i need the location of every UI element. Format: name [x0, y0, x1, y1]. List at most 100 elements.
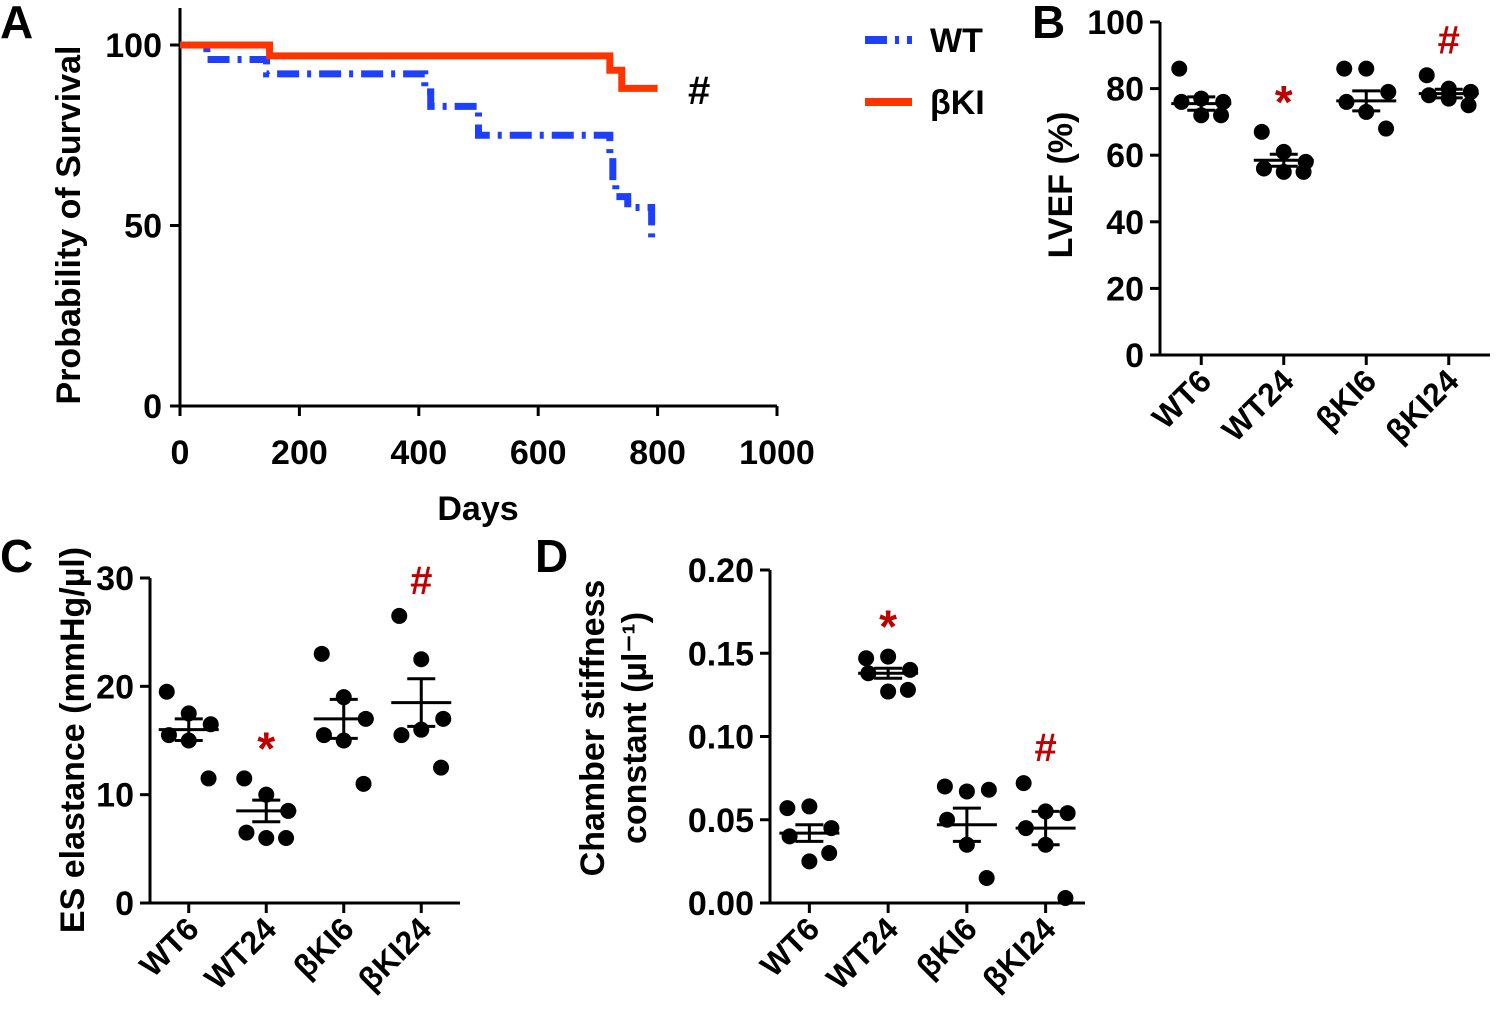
panel-c-significance: *: [257, 722, 275, 774]
panel-c-data-point: [433, 759, 450, 776]
panel-c-data-point: [335, 732, 352, 749]
panel-a-x-tick-label: 200: [271, 434, 328, 472]
panel-c-data-point: [355, 775, 372, 792]
panel-c-category-label: βKI24: [351, 910, 438, 997]
legend-label-WT: WT: [930, 22, 983, 60]
panel-c-data-point: [258, 830, 275, 846]
panel-d-y-tick-label: 0.15: [688, 635, 754, 673]
panel-b-data-point: [1275, 143, 1292, 160]
panel-b-data-point: [1378, 120, 1395, 137]
panel-b-significance: #: [1438, 18, 1460, 62]
panel-b-data-point: [1462, 83, 1479, 100]
panel-b-significance: *: [1275, 76, 1293, 128]
panel-c-y-tick-label: 30: [96, 560, 134, 598]
panel-b-data-point: [1420, 87, 1437, 104]
panel-c-data-point: [315, 727, 332, 744]
panel-d-data-point: [899, 681, 916, 698]
panel-d-data-point: [779, 800, 796, 817]
panel-d-category-label: WT24: [819, 910, 905, 996]
panel-b-y-tick-label: 20: [1106, 270, 1144, 308]
panel-c-data-point: [200, 770, 217, 787]
panel-b-data-point: [1380, 83, 1397, 100]
panel-a-x-tick-label: 600: [510, 434, 567, 472]
panel-c-y-tick-label: 0: [115, 885, 134, 923]
panel-b-y-tick-label: 80: [1106, 71, 1144, 109]
panel-a-x-tick-label: 400: [390, 434, 447, 472]
panel-b-data-point: [1255, 160, 1272, 177]
panel-c-data-point: [435, 710, 452, 727]
panel-d-data-point: [801, 798, 818, 815]
panel-d-significance: *: [879, 601, 897, 653]
panel-b-data-point: [1253, 123, 1270, 140]
panel-d-data-point: [980, 781, 997, 798]
panel-a-x-tick-label: 800: [629, 434, 686, 472]
panel-label-b: B: [1032, 0, 1065, 48]
panel-c-data-point: [158, 683, 175, 700]
panel-b-y-tick-label: 0: [1125, 337, 1144, 375]
panel-d-data-point: [1057, 890, 1074, 907]
panel-c-y-axis-label: ES elastance (mmHg/µl): [54, 547, 92, 933]
panel-b-data-point: [1336, 60, 1353, 77]
panel-d-data-point: [781, 828, 798, 845]
panel-b-category-label: βKI24: [1379, 362, 1466, 449]
panel-label-d: D: [535, 530, 568, 582]
panel-c-data-point: [413, 651, 430, 668]
panel-b-data-point: [1418, 67, 1435, 84]
panel-label-a: A: [0, 0, 33, 48]
panel-c-data-point: [335, 689, 352, 706]
panel-c-category-label: WT6: [132, 910, 205, 983]
panel-b-data-point: [1215, 93, 1232, 110]
panel-b-y-tick-label: 40: [1106, 204, 1144, 242]
panel-b-category-label: βKI6: [1309, 362, 1383, 436]
panel-d-data-point: [880, 648, 897, 665]
panel-d-y-axis-label: constant (µl⁻¹): [616, 612, 654, 844]
panel-d-significance: #: [1035, 726, 1057, 770]
panel-b-y-tick-label: 100: [1087, 4, 1144, 42]
panel-d-data-point: [958, 783, 975, 800]
legend-label-βKI: βKI: [930, 84, 985, 122]
panel-a-y-axis-label: Probability of Survival: [50, 46, 88, 405]
panel-d-y-tick-label: 0.10: [688, 719, 754, 757]
panel-b-data-point: [1295, 163, 1312, 180]
panel-d-y-axis-label: Chamber stiffness: [574, 580, 612, 877]
panel-a-annotation: #: [688, 69, 710, 113]
panel-c-data-point: [236, 770, 253, 787]
panel-d-data-point: [880, 683, 897, 700]
panel-b-data-point: [1358, 60, 1375, 77]
panel-b-y-axis-label: LVEF (%): [1042, 112, 1080, 259]
panel-d-data-point: [858, 650, 875, 667]
panel-d-category-label: βKI24: [976, 910, 1063, 997]
panel-b-y-tick-label: 60: [1106, 137, 1144, 175]
panel-b-category-label: WT24: [1215, 362, 1301, 448]
panel-a-x-tick-label: 0: [171, 434, 190, 472]
panel-a-series-βKI: [180, 41, 658, 92]
panel-a-x-axis-label: Days: [437, 490, 518, 528]
panel-d-y-tick-label: 0.20: [688, 552, 754, 590]
panel-c-y-tick-label: 20: [96, 668, 134, 706]
panel-b-data-point: [1275, 163, 1292, 180]
panel-d-data-point: [978, 870, 995, 887]
panel-b-category-label: WT6: [1145, 362, 1218, 435]
panel-a-y-tick-label: 0: [143, 388, 162, 426]
panel-a-x-tick-label: 1000: [739, 434, 815, 472]
panel-d-y-tick-label: 0.05: [688, 802, 754, 840]
panel-a-y-tick-label: 50: [124, 208, 162, 246]
panel-d-category-label: βKI6: [909, 910, 983, 984]
panel-d-data-point: [1015, 775, 1032, 792]
panel-b-data-point: [1173, 93, 1190, 110]
panel-c-data-point: [391, 607, 408, 624]
panel-d-category-label: WT6: [753, 910, 826, 983]
panel-a-series-WT: [180, 41, 656, 244]
panel-d-y-tick-label: 0.00: [688, 885, 754, 923]
panel-c-data-point: [393, 727, 410, 744]
panel-d-data-point: [801, 853, 818, 870]
panel-c-significance: #: [410, 559, 432, 603]
panel-label-c: C: [0, 530, 33, 582]
panel-c-category-label: WT24: [197, 910, 283, 996]
panel-d-data-point: [902, 661, 919, 678]
